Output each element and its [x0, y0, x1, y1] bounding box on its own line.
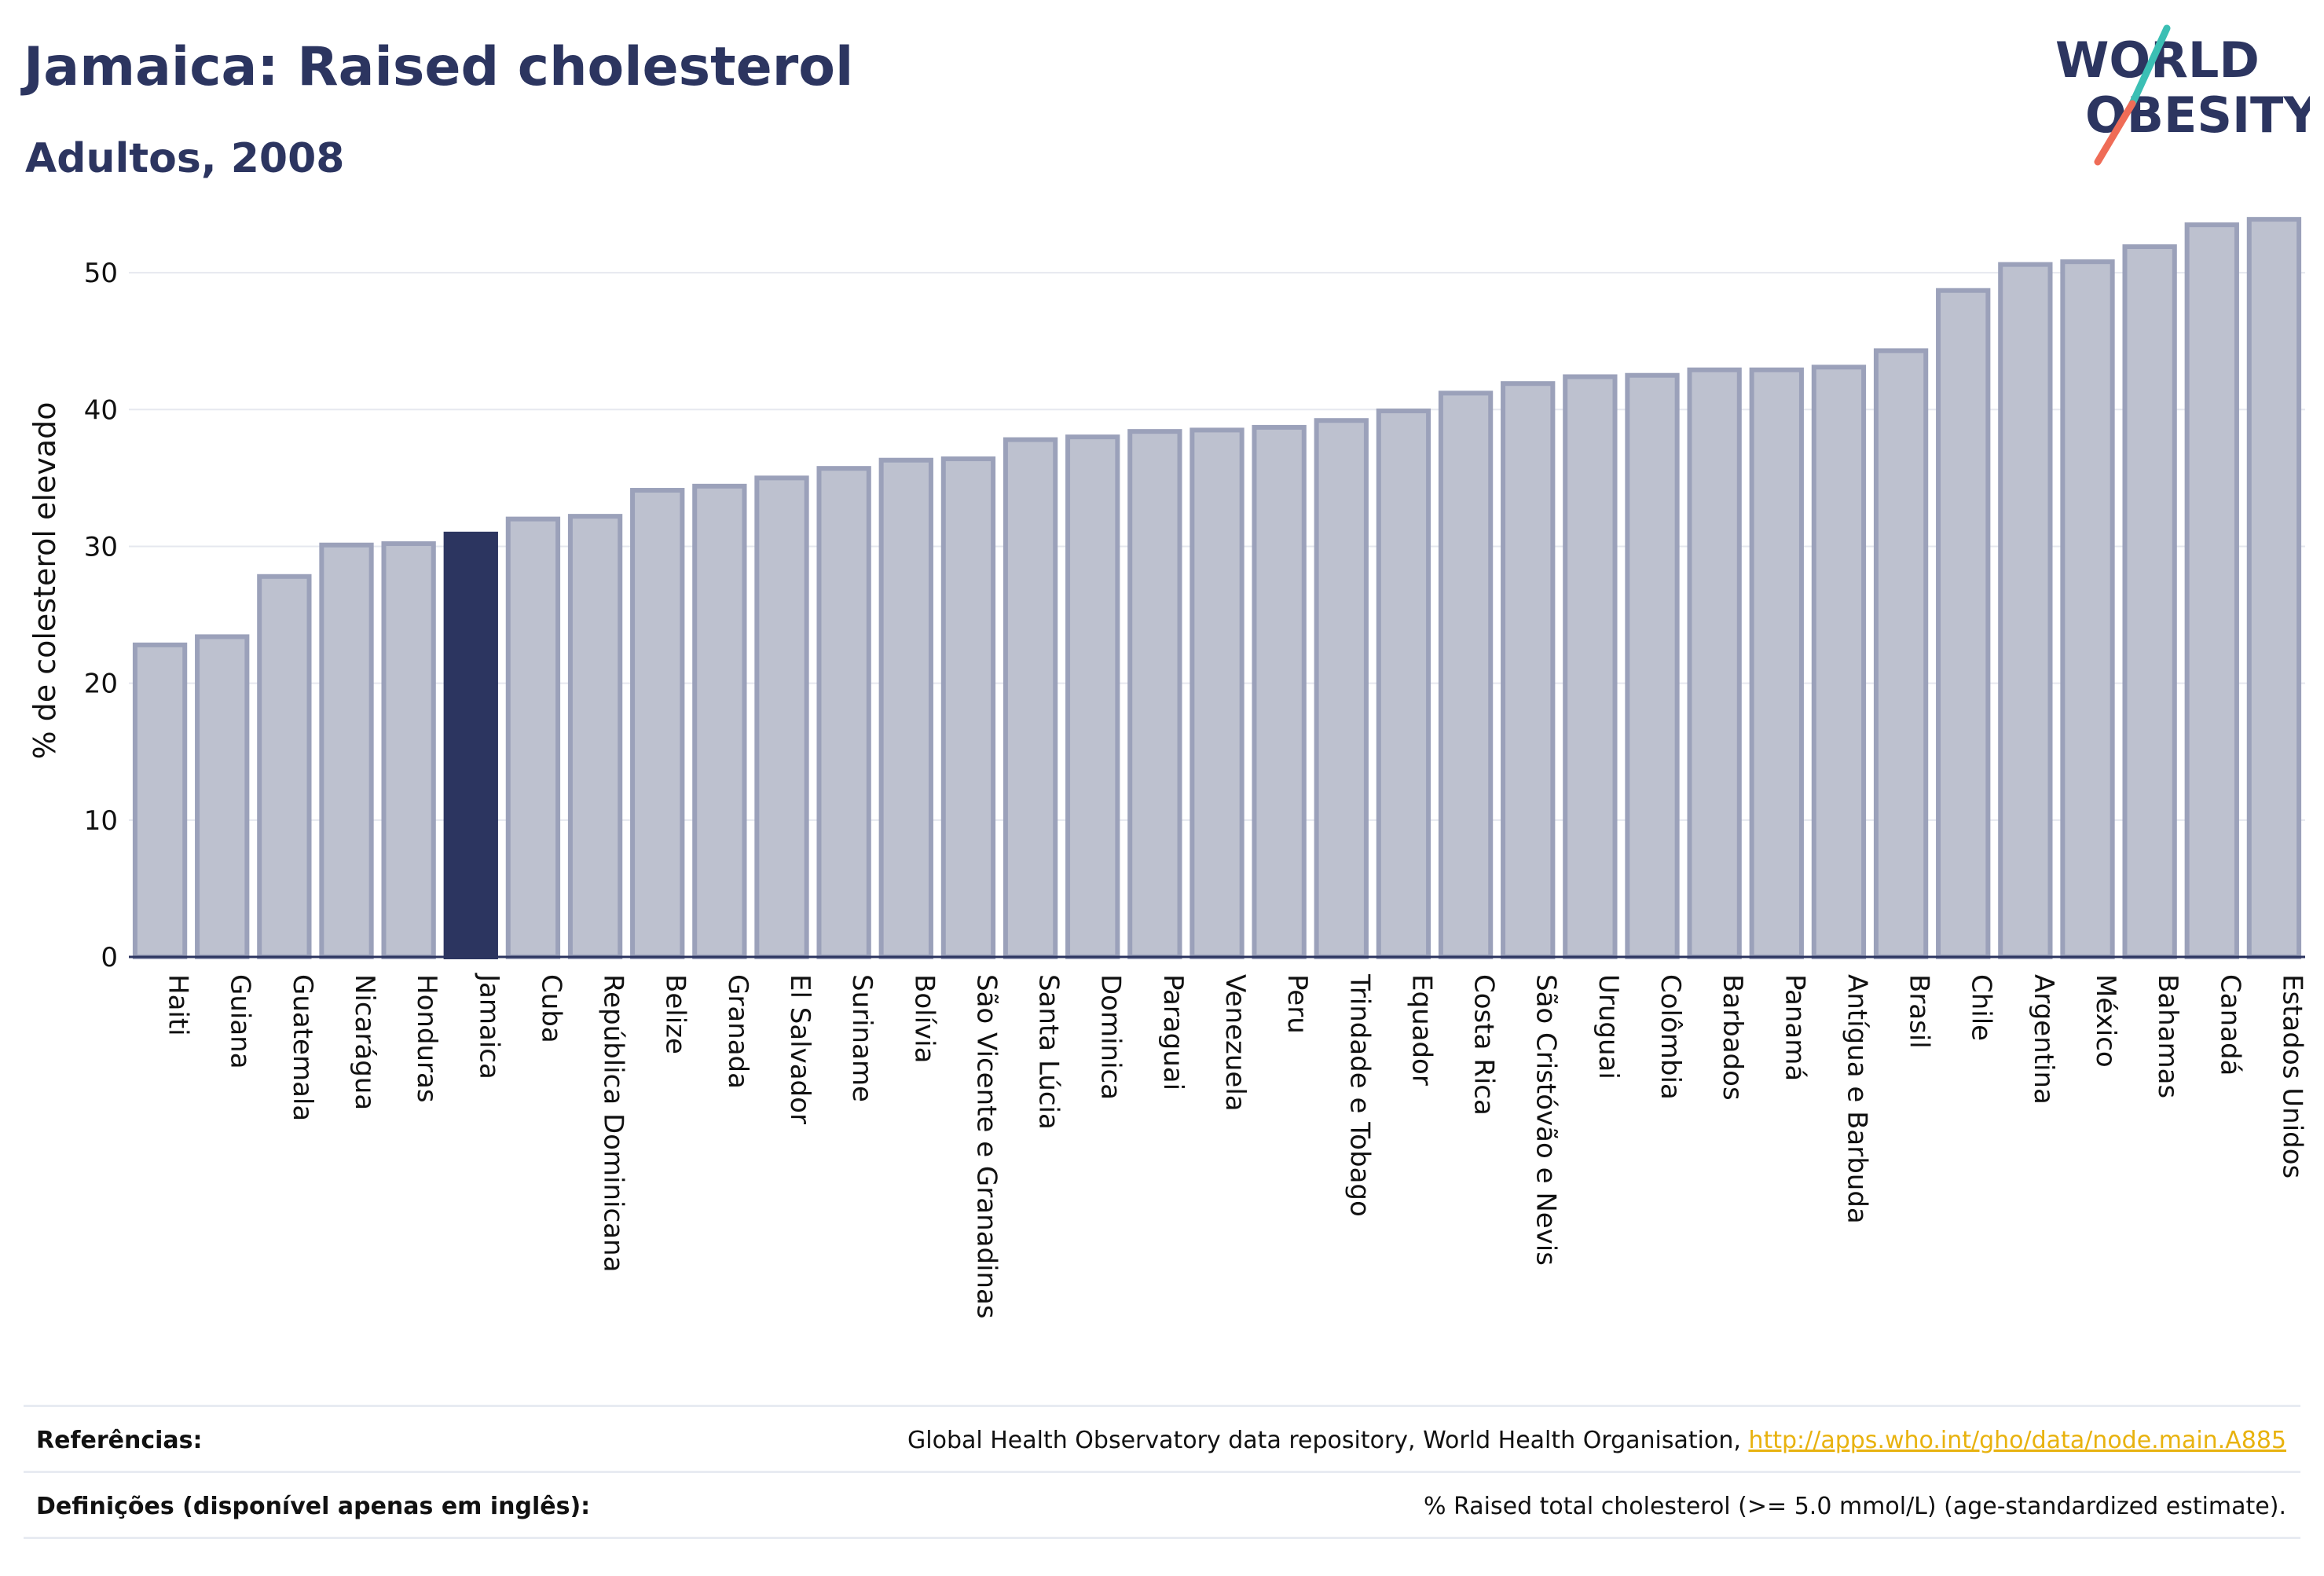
references-text: Global Health Observatory data repositor…	[907, 1427, 1749, 1454]
x-tick-label: São Cristóvão e Nevis	[1530, 974, 1562, 1266]
x-tick-label: Guiana	[225, 974, 256, 1069]
references-link[interactable]: http://apps.who.int/gho/data/node.main.A…	[1748, 1427, 2286, 1454]
x-tick-label: Belize	[660, 974, 691, 1054]
references-label: Referências:	[36, 1427, 203, 1454]
x-tick-label: Suriname	[846, 974, 878, 1102]
x-tick-label: Venezuela	[1219, 974, 1251, 1112]
bar	[2060, 259, 2115, 959]
footer-divider-middle	[24, 1471, 2300, 1473]
x-tick-label: Jamaica	[473, 973, 504, 1079]
bar	[2246, 217, 2302, 960]
y-tick-label: 30	[84, 531, 118, 563]
chart-title: Jamaica: Raised cholesterol	[24, 36, 854, 98]
x-tick-label: Equador	[1406, 974, 1437, 1086]
bar	[1252, 424, 1307, 959]
y-axis-label: % de colesterol elevado	[27, 401, 62, 759]
bar-chart: 0 10 20 30 40 50 % de colesterol elevado Haiti G…	[27, 217, 2308, 1319]
y-tick-label: 0	[101, 942, 118, 973]
x-tick-label: Colômbia	[1655, 974, 1686, 1100]
definitions-value: % Raised total cholesterol (>= 5.0 mmol/…	[1424, 1493, 2286, 1520]
bar-highlighted	[443, 531, 498, 959]
bar	[630, 488, 685, 959]
bar	[1873, 348, 1929, 959]
bar	[1314, 418, 1369, 959]
bar	[940, 456, 996, 959]
x-tick-label: Canadá	[2214, 974, 2245, 1076]
x-tick-label: Paraguai	[1157, 974, 1189, 1090]
bar	[692, 483, 747, 959]
logo-slash-top	[2128, 24, 2171, 108]
bar	[1065, 434, 1120, 959]
x-tick-label: Nicarágua	[349, 974, 380, 1110]
bar	[195, 634, 250, 959]
y-tick-label: 20	[84, 669, 118, 700]
bar	[816, 466, 871, 959]
bar	[1438, 390, 1494, 959]
x-tick-label: Costa Rica	[1468, 974, 1500, 1116]
x-tick-label: Bolívia	[908, 974, 940, 1063]
x-tick-label: México	[2090, 974, 2121, 1068]
x-tick-label: Chile	[1966, 974, 1997, 1041]
x-tick-label: República Dominicana	[598, 974, 629, 1272]
footer-divider-bottom	[24, 1537, 2300, 1539]
x-tick-label: Dominica	[1095, 974, 1127, 1100]
x-tick-label: Panamá	[1779, 974, 1810, 1081]
bar	[1127, 429, 1182, 959]
x-tick-label: Argentina	[2028, 974, 2059, 1105]
footer-divider-top	[24, 1405, 2300, 1407]
bar	[1811, 365, 1867, 959]
bar	[1376, 409, 1431, 959]
x-tick-label: Granada	[722, 974, 753, 1089]
definitions-label: Definições (disponível apenas em inglês)…	[36, 1493, 591, 1520]
bar	[1998, 262, 2053, 959]
bar	[2184, 222, 2239, 959]
y-tick-label: 40	[84, 394, 118, 426]
chart-subtitle: Adultos, 2008	[25, 135, 345, 182]
bar	[1563, 374, 1618, 959]
x-tick-label: Bahamas	[2152, 974, 2183, 1098]
references-value: Global Health Observatory data repositor…	[907, 1427, 2286, 1454]
y-tick-label: 50	[84, 258, 118, 289]
bar	[1003, 437, 1058, 959]
x-tick-label: El Salvador	[784, 974, 816, 1124]
x-tick-label: São Vicente e Granadinas	[970, 974, 1002, 1319]
bar	[381, 541, 436, 959]
x-tick-label: Santa Lúcia	[1033, 974, 1065, 1130]
x-tick-label: Haiti	[163, 974, 194, 1036]
x-tick-label: Trindade e Tobago	[1343, 973, 1375, 1217]
x-tick-label: Peru	[1281, 974, 1313, 1034]
bar	[2122, 244, 2177, 960]
bar	[878, 457, 933, 959]
bar	[1625, 372, 1680, 959]
bar	[1189, 427, 1244, 959]
bar	[567, 514, 623, 959]
bar	[132, 642, 188, 960]
bar	[754, 475, 809, 959]
bar	[1749, 367, 1804, 959]
x-tick-label: Uruguai	[1593, 974, 1624, 1079]
x-tick-label: Guatemala	[287, 974, 318, 1121]
bar	[505, 516, 561, 959]
x-tick-label: Cuba	[535, 974, 566, 1043]
bar	[257, 574, 312, 959]
x-tick-label: Estados Unidos	[2276, 974, 2308, 1178]
bar	[1501, 381, 1556, 960]
world-obesity-logo: WORLD OBESITY	[2055, 24, 2310, 166]
x-tick-label: Barbados	[1717, 974, 1748, 1101]
x-tick-label: Brasil	[1904, 974, 1935, 1049]
x-tick-label: Honduras	[411, 974, 442, 1103]
bar	[1936, 288, 1991, 959]
bar	[1687, 367, 1742, 959]
logo-slash-bottom	[2094, 100, 2136, 166]
bar	[319, 542, 374, 959]
y-tick-label: 10	[84, 805, 118, 837]
x-tick-label: Antígua e Barbuda	[1841, 974, 1872, 1224]
